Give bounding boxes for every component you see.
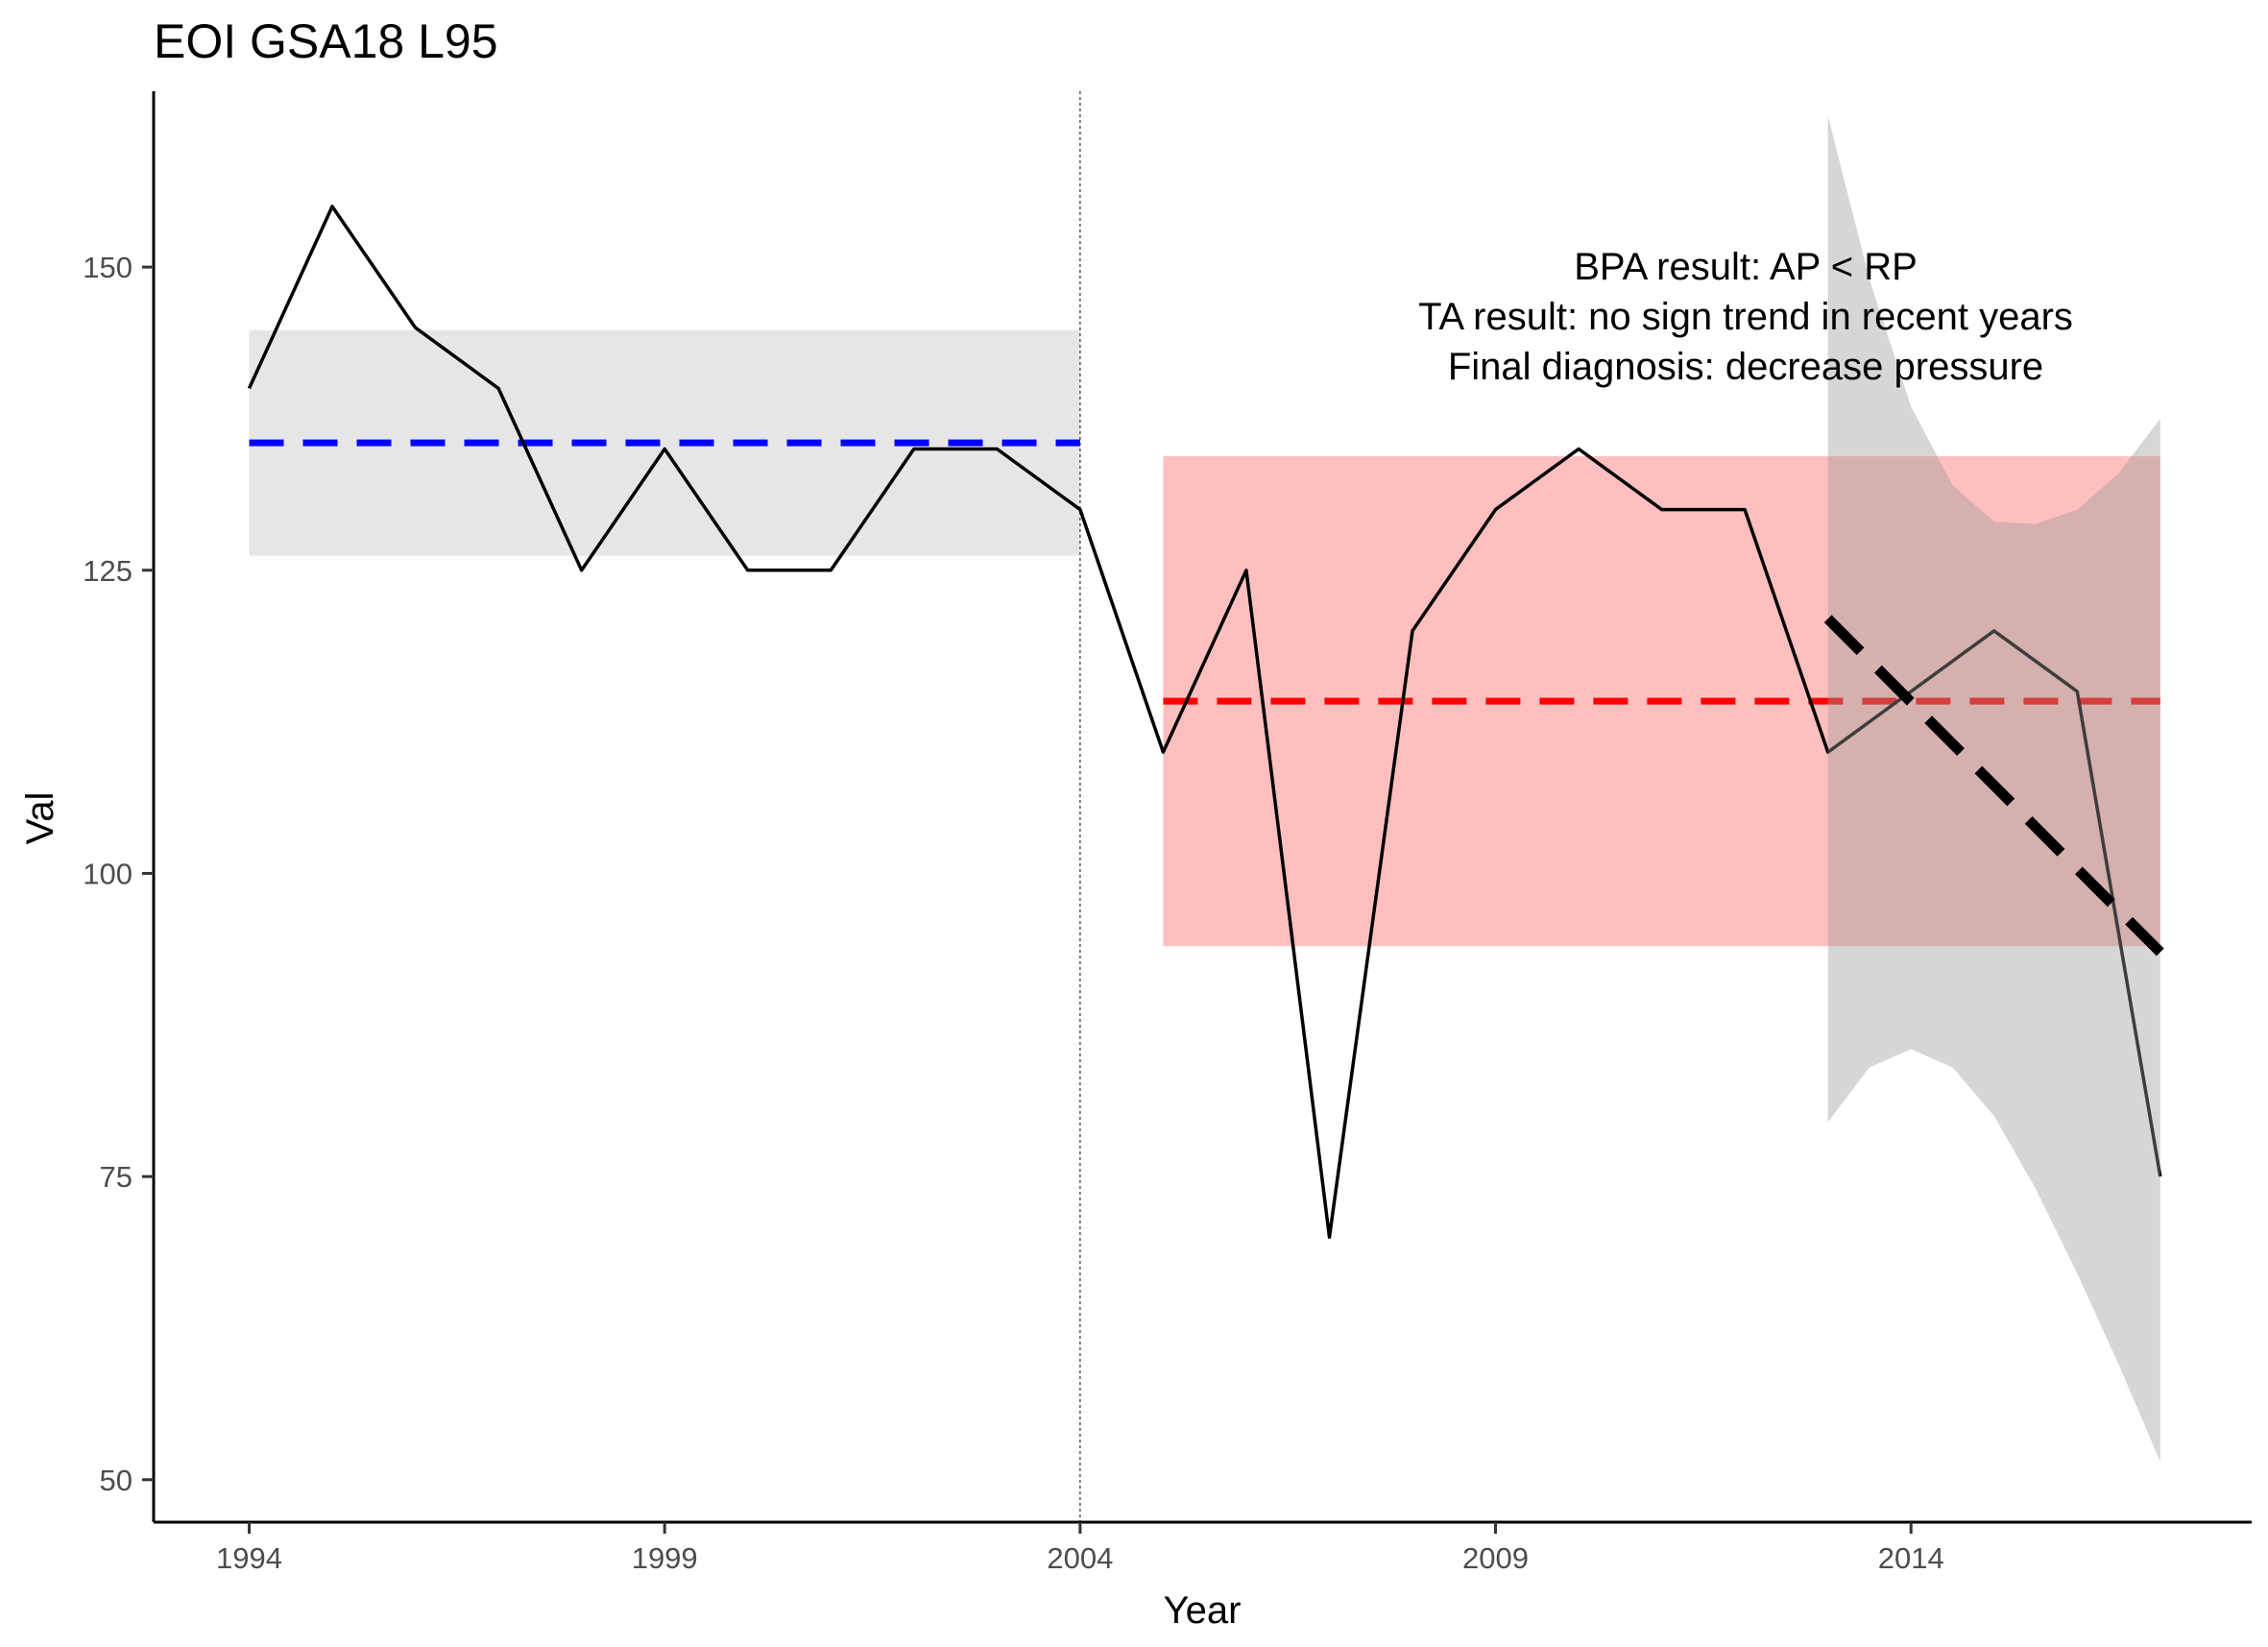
- ticks: 1994 1999 2004 2009 2014 50 75 100 125 150: [83, 251, 1943, 1575]
- trend-line: [1823, 615, 2164, 957]
- y-tick-label-100: 100: [83, 857, 133, 890]
- x-tick-label-1999: 1999: [632, 1541, 698, 1575]
- chart-title: EOI GSA18 L95: [154, 14, 498, 68]
- y-tick-label-75: 75: [100, 1160, 133, 1194]
- x-axis-title: Year: [1164, 1589, 1242, 1632]
- plot-lines: [247, 115, 2164, 1462]
- axes: [152, 91, 2252, 1524]
- series-line-0: [247, 205, 2162, 1240]
- y-tick-label-125: 125: [83, 554, 133, 588]
- annotation-ta-result: TA result: no sign trend in recent years: [1418, 296, 2073, 338]
- y-tick-label-50: 50: [100, 1464, 133, 1497]
- x-tick-label-2014: 2014: [1878, 1541, 1944, 1575]
- annotation-final-diagnosis: Final diagnosis: decrease pressure: [1448, 346, 2043, 388]
- annotation-bpa-result: BPA result: AP < RP: [1574, 246, 1918, 288]
- x-tick-label-2009: 2009: [1462, 1541, 1529, 1575]
- y-tick-label-150: 150: [83, 251, 133, 284]
- annotations: BPA result: AP < RP TA result: no sign t…: [1418, 246, 2073, 388]
- x-tick-label-1994: 1994: [216, 1541, 282, 1575]
- y-axis-title: Val: [19, 792, 61, 845]
- x-tick-label-2004: 2004: [1047, 1541, 1113, 1575]
